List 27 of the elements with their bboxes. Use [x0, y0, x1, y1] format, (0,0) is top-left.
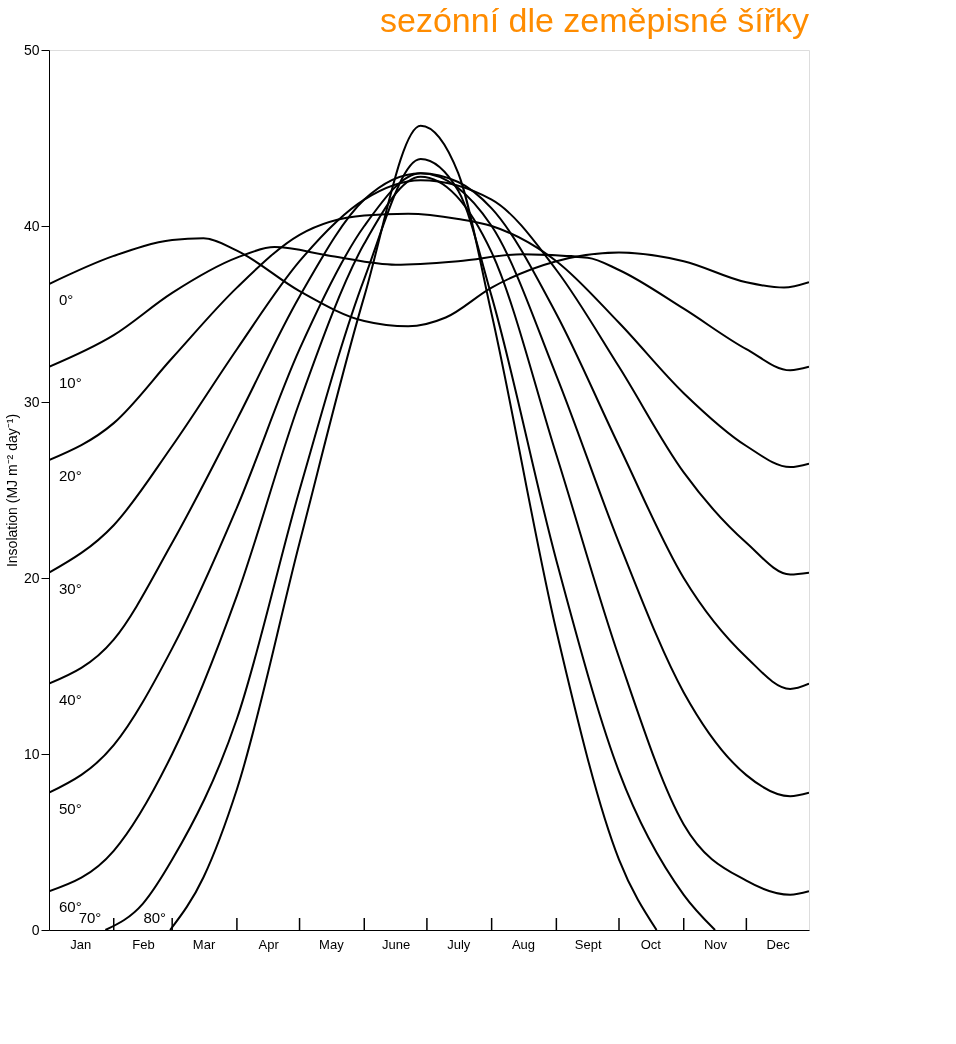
- y-tick-label: 0: [31, 921, 40, 938]
- x-tick-label: Feb: [132, 936, 155, 952]
- series-label: 40°: [59, 690, 82, 708]
- series-label: 20°: [59, 467, 82, 485]
- x-tick-label: Jan: [70, 936, 92, 952]
- x-tick-label: Dec: [766, 936, 791, 952]
- series-label: 80°: [143, 909, 167, 926]
- x-tick-label: Mar: [192, 936, 216, 952]
- y-tick-label: 20: [23, 569, 40, 586]
- x-tick-label: June: [381, 936, 411, 952]
- y-tick-label: 40: [23, 217, 40, 234]
- x-tick-label: Oct: [640, 936, 662, 952]
- chart-title: sezónní dle zeměpisné šířky: [380, 1, 809, 39]
- series-label: 50°: [59, 799, 82, 817]
- x-tick-label: Sept: [574, 936, 602, 952]
- y-tick-label: 30: [23, 393, 40, 410]
- x-tick-label: Apr: [258, 936, 280, 952]
- x-tick-label: May: [319, 936, 345, 952]
- x-tick-label: Nov: [703, 936, 728, 952]
- x-tick-label: July: [447, 936, 471, 952]
- y-tick-label: 10: [23, 745, 40, 762]
- y-axis-title: Insolation (MJ m⁻² day⁻¹): [3, 413, 20, 568]
- series-label: 30°: [59, 579, 82, 597]
- series-label: 0°: [59, 291, 74, 309]
- x-tick-label: Aug: [511, 936, 536, 952]
- series-label: 10°: [59, 373, 82, 391]
- y-tick-label: 50: [23, 41, 40, 58]
